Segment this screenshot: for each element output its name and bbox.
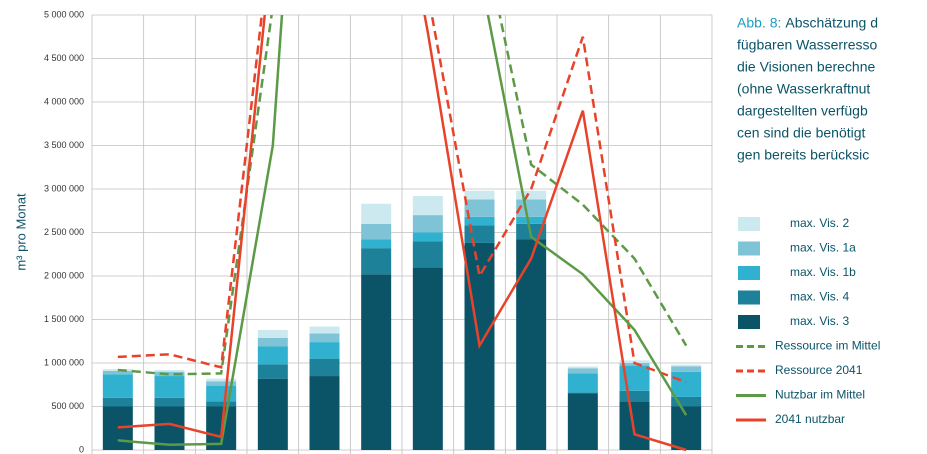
bar-segment [361, 274, 392, 450]
bar-segment [102, 374, 133, 398]
caption-line: gen bereits berücksic [737, 147, 869, 163]
legend: max. Vis. 2 max. Vis. 1a max. Vis. 1b max. … [736, 216, 880, 426]
legend-label: Ressource 2041 [775, 363, 863, 377]
y-tick-label: 3 000 000 [44, 183, 84, 193]
caption-line: fügbaren Wasserresso [737, 37, 878, 53]
bar-segment [567, 368, 598, 374]
grid [91, 14, 713, 454]
bar-segment [257, 378, 288, 450]
y-tick-label: 2 000 000 [44, 270, 84, 280]
y-tick-label: 2 500 000 [44, 227, 84, 237]
bar-segment [464, 190, 495, 200]
bar-segment [412, 241, 443, 268]
caption-label: Abb. 8: [737, 15, 781, 31]
bar-segment [412, 195, 443, 216]
bar-segment [464, 216, 495, 226]
bar-segment [102, 406, 133, 450]
legend-swatch [738, 315, 760, 329]
bar-segment [671, 371, 702, 397]
line-series [117, 15, 687, 384]
bar-segment [257, 346, 288, 365]
bar-segment [361, 239, 392, 249]
bar-segment [516, 216, 547, 224]
legend-label: Nutzbar im Mittel [775, 388, 865, 402]
legend-label: max. Vis. 1b [790, 265, 856, 279]
bar-segment [412, 215, 443, 233]
bar-segment [412, 267, 443, 450]
y-tick-label: 4 000 000 [44, 96, 84, 106]
y-tick-label: 1 500 000 [44, 314, 84, 324]
bar-segment [412, 232, 443, 242]
bar-segment [464, 199, 495, 217]
caption-line: cen sind die benötigt [737, 125, 866, 141]
bar-segment [671, 396, 702, 407]
legend-label: Ressource im Mittel [775, 339, 880, 353]
y-tick-label: 0 [79, 444, 84, 454]
caption-line: (ohne Wasserkraftnut [737, 81, 870, 97]
legend-label: 2041 nutzbar [775, 412, 845, 426]
legend-label: max. Vis. 2 [790, 216, 849, 230]
bar-segment [309, 342, 340, 359]
bar-segment [154, 369, 185, 372]
bar-segment [257, 337, 288, 347]
bar-segment [516, 190, 547, 200]
bar-segment [567, 392, 598, 394]
ticks: 0 500 000 1 000 000 1 500 000 2 000 000 2 500… [44, 9, 84, 454]
bar-segment [619, 390, 650, 402]
legend-swatch [738, 217, 760, 231]
bar-segment [102, 397, 133, 407]
bar-segment [671, 366, 702, 372]
bar-segment [567, 366, 598, 369]
y-tick-label: 500 000 [51, 401, 84, 411]
legend-label: max. Vis. 4 [790, 290, 849, 304]
bar-segment [619, 401, 650, 450]
caption-line: dargestellten verfügb [737, 103, 868, 119]
y-tick-label: 4 500 000 [44, 53, 84, 63]
y-tick-label: 1 000 000 [44, 357, 84, 367]
legend-swatch [738, 266, 760, 280]
bar-segment [516, 239, 547, 450]
bar-segment [671, 364, 702, 367]
bar-segment [567, 393, 598, 450]
caption-line: die Visionen berechne [737, 59, 876, 75]
bar-segment [309, 333, 340, 343]
bar-segment [154, 397, 185, 407]
caption-line: Abschätzung d [785, 15, 878, 31]
bar-segment [206, 381, 237, 386]
bar-segment [361, 203, 392, 224]
line-series [117, 15, 688, 447]
line-series [117, 15, 687, 452]
bar-segment [361, 248, 392, 275]
bar-segment [309, 376, 340, 450]
bar-segment [154, 371, 185, 377]
bar-segment [257, 329, 288, 338]
bar-segment [464, 225, 495, 243]
bar-segment [361, 223, 392, 240]
bar-segment [102, 370, 133, 375]
legend-label: max. Vis. 3 [790, 314, 849, 328]
bar-segment [309, 358, 340, 377]
bar-segment [154, 376, 185, 398]
bar-segment [206, 378, 237, 382]
bar-segment [567, 373, 598, 393]
y-tick-label: 5 000 000 [44, 9, 84, 19]
bar-segment [257, 364, 288, 379]
bar-segment [309, 326, 340, 334]
legend-swatch [738, 290, 760, 305]
y-axis-label: m³ pro Monat [13, 193, 28, 271]
legend-label: max. Vis. 1a [790, 241, 856, 255]
bar-segment [206, 401, 237, 407]
lines [117, 15, 688, 452]
legend-swatch [738, 241, 760, 256]
y-tick-label: 3 500 000 [44, 140, 84, 150]
